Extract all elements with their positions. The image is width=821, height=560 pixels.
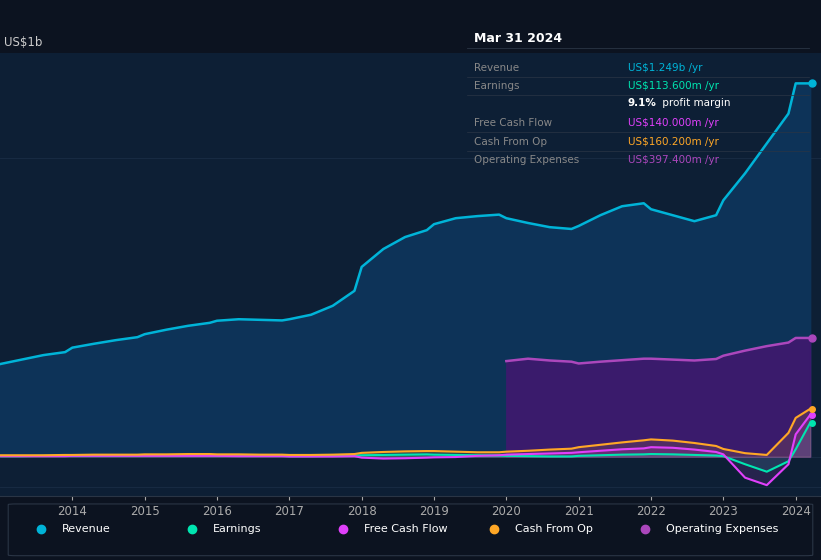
Text: US$1b: US$1b bbox=[4, 36, 43, 49]
Text: Revenue: Revenue bbox=[475, 63, 520, 73]
Text: Free Cash Flow: Free Cash Flow bbox=[475, 118, 553, 128]
Text: Operating Expenses: Operating Expenses bbox=[475, 155, 580, 165]
Text: US$397.400m /yr: US$397.400m /yr bbox=[628, 155, 719, 165]
Text: Free Cash Flow: Free Cash Flow bbox=[364, 524, 447, 534]
Text: Cash From Op: Cash From Op bbox=[475, 137, 548, 147]
Text: US$113.600m /yr: US$113.600m /yr bbox=[628, 81, 719, 91]
Text: Earnings: Earnings bbox=[213, 524, 261, 534]
Text: 9.1%: 9.1% bbox=[628, 98, 657, 108]
Text: Operating Expenses: Operating Expenses bbox=[666, 524, 778, 534]
Text: Earnings: Earnings bbox=[475, 81, 520, 91]
Text: US$1.249b /yr: US$1.249b /yr bbox=[628, 63, 702, 73]
Text: profit margin: profit margin bbox=[659, 98, 731, 108]
Text: Cash From Op: Cash From Op bbox=[515, 524, 593, 534]
Text: US$140.000m /yr: US$140.000m /yr bbox=[628, 118, 718, 128]
Text: Revenue: Revenue bbox=[62, 524, 110, 534]
Text: US$160.200m /yr: US$160.200m /yr bbox=[628, 137, 718, 147]
Text: Mar 31 2024: Mar 31 2024 bbox=[475, 32, 562, 45]
